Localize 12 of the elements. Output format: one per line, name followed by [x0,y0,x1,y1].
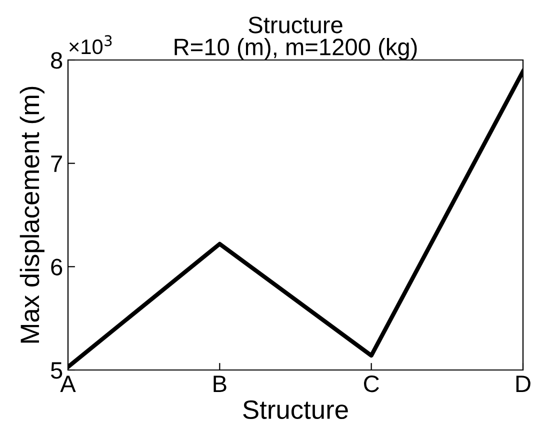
x-tick-label: C [364,375,379,392]
x-tick-label: A [60,376,76,392]
y-tick-label: 6 [51,258,62,276]
chart-title: Structure R=10 (m), m=1200 (kg) [174,16,417,60]
y-tick-label: 5 [50,362,62,379]
y-axis-title: Max displacement (m) [20,86,44,343]
x-axis-title: Structure [243,400,348,420]
x-tick-label: B [214,376,226,392]
text: ×10$^{3}$ [69,35,112,54]
y-tick-label: 7 [51,156,62,172]
x-tick-label: D [516,376,530,392]
y-tick-label: 8 [51,52,62,69]
